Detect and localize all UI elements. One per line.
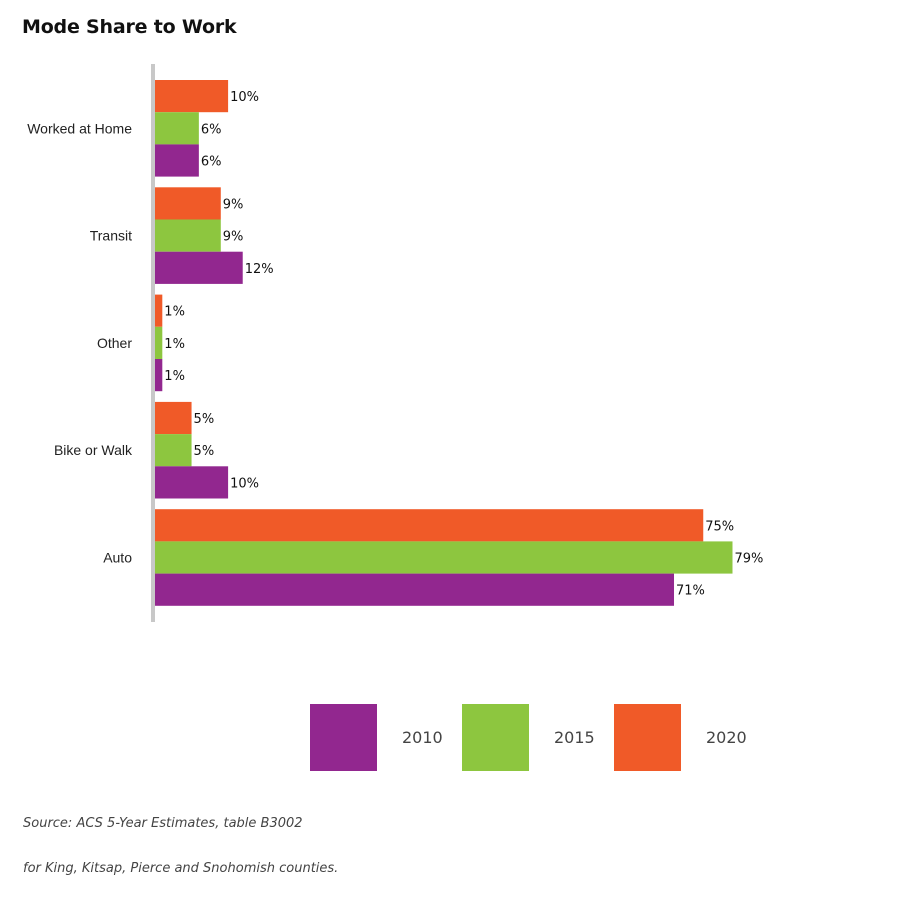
category-label: Other bbox=[97, 335, 132, 351]
bar-2015 bbox=[155, 219, 221, 252]
bar-2015 bbox=[155, 541, 733, 574]
bar-2020 bbox=[155, 401, 192, 435]
data-label: 5% bbox=[194, 412, 215, 427]
category-label: Auto bbox=[103, 550, 132, 566]
data-label: 9% bbox=[223, 230, 244, 245]
bar-2020 bbox=[155, 187, 221, 220]
legend-swatch-2010 bbox=[310, 704, 377, 771]
data-label: 6% bbox=[201, 122, 222, 137]
legend-swatch-2015 bbox=[462, 704, 529, 771]
data-label: 9% bbox=[223, 197, 244, 212]
legend-label: 2020 bbox=[706, 728, 747, 747]
data-label: 71% bbox=[676, 584, 705, 599]
bar-2010 bbox=[155, 144, 199, 177]
category-label: Worked at Home bbox=[27, 120, 132, 136]
category-label: Transit bbox=[90, 228, 132, 244]
legend-label: 2010 bbox=[402, 728, 443, 747]
data-label: 12% bbox=[245, 262, 274, 277]
data-label: 10% bbox=[230, 476, 259, 491]
source-note: Source: ACS 5-Year Estimates, table B300… bbox=[23, 816, 303, 831]
legend-label: 2015 bbox=[554, 728, 595, 747]
legend-swatch-2020 bbox=[614, 704, 681, 771]
data-label: 79% bbox=[734, 552, 763, 567]
data-label: 10% bbox=[230, 90, 259, 105]
chart-title: Mode Share to Work bbox=[22, 16, 237, 38]
data-label: 75% bbox=[705, 519, 734, 534]
category-label: Bike or Walk bbox=[54, 442, 133, 458]
bar-2020 bbox=[155, 509, 704, 542]
bar-2020 bbox=[155, 294, 163, 327]
bar-2015 bbox=[155, 112, 199, 145]
data-label: 5% bbox=[194, 444, 215, 459]
data-label: 1% bbox=[164, 337, 185, 352]
bar-2010 bbox=[155, 359, 163, 392]
bar-2010 bbox=[155, 466, 229, 499]
data-label: 1% bbox=[164, 369, 185, 384]
bar-2015 bbox=[155, 326, 163, 359]
data-label: 6% bbox=[201, 155, 222, 170]
bar-2010 bbox=[155, 573, 675, 606]
bar-2015 bbox=[155, 434, 192, 467]
source-note-counties: for King, Kitsap, Pierce and Snohomish c… bbox=[23, 861, 339, 876]
bar-2020 bbox=[155, 80, 229, 113]
bar-2010 bbox=[155, 251, 243, 284]
data-label: 1% bbox=[164, 305, 185, 320]
